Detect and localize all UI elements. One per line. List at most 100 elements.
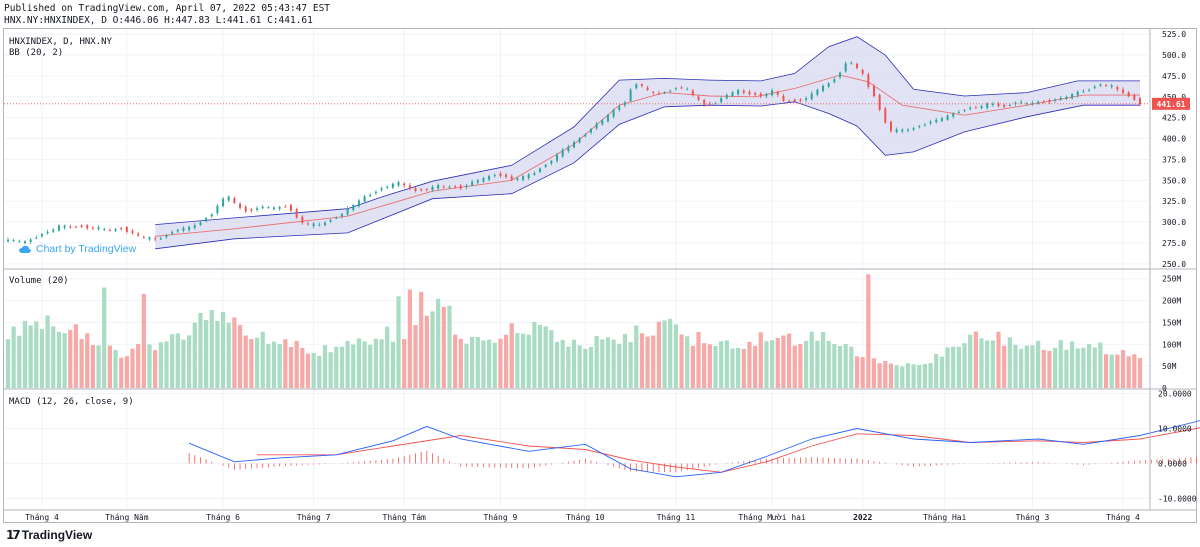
- candle-body: [822, 85, 825, 92]
- volume-bar: [775, 337, 780, 388]
- volume-bar: [543, 326, 548, 388]
- volume-bar: [1007, 337, 1012, 388]
- volume-bar: [515, 332, 520, 388]
- candle-body: [442, 186, 445, 188]
- bb-fill: [155, 36, 1140, 249]
- volume-bar: [62, 333, 67, 388]
- volume-bar: [798, 344, 803, 388]
- volume-bar: [645, 336, 650, 388]
- candle-body: [731, 92, 734, 96]
- candle-body: [329, 219, 332, 222]
- volume-bar: [187, 335, 192, 388]
- footer-bar: 𝟭𝟳 TradingView: [0, 525, 1200, 547]
- volume-bar: [741, 348, 746, 388]
- candle-body: [901, 129, 904, 132]
- cloud-icon: [19, 245, 31, 253]
- candle-body: [833, 79, 836, 83]
- price-tick-label: 275.0: [1162, 239, 1186, 248]
- volume-bar: [243, 335, 248, 388]
- volume-bar: [305, 353, 311, 388]
- candle-body: [471, 181, 474, 186]
- volume-bar: [402, 339, 407, 388]
- volume-bar: [900, 366, 905, 388]
- candle-body: [1025, 103, 1028, 105]
- volume-bar: [594, 336, 599, 388]
- volume-tick-label: 100M: [1162, 340, 1181, 349]
- volume-bar: [311, 353, 316, 388]
- volume-bar: [928, 363, 933, 388]
- ohlc-header: HNX.NY:HNXINDEX, D O:446.06 H:447.83 L:4…: [4, 15, 313, 26]
- volume-bar: [503, 334, 509, 388]
- volume-pane-title: Volume (20): [9, 276, 69, 286]
- candle-body: [380, 188, 383, 191]
- candle-body: [895, 129, 898, 133]
- candle-body: [742, 90, 745, 93]
- candle-body: [176, 229, 179, 232]
- candle-body: [522, 176, 525, 180]
- x-tick-label: Tháng Hai: [923, 513, 967, 522]
- candle-body: [256, 208, 259, 210]
- volume-bar: [407, 289, 412, 388]
- volume-bar: [803, 340, 809, 388]
- candle-body: [997, 103, 1000, 107]
- candle-body: [748, 91, 751, 95]
- volume-bar: [685, 336, 690, 388]
- candle-body: [142, 236, 145, 238]
- candle-body: [239, 203, 242, 208]
- candle-body: [91, 227, 94, 229]
- candle-body: [923, 124, 926, 126]
- volume-bar: [990, 340, 995, 388]
- volume-bar: [249, 339, 254, 388]
- candle-body: [584, 134, 587, 137]
- candle-body: [861, 69, 864, 74]
- candle-body: [1122, 89, 1125, 94]
- volume-tick-label: 0: [1162, 384, 1167, 393]
- candle-body: [578, 138, 581, 143]
- volume-bar: [577, 345, 582, 388]
- volume-bar: [317, 355, 322, 388]
- volume-bar: [611, 339, 616, 388]
- volume-bar: [175, 333, 180, 388]
- candle-body: [165, 235, 168, 238]
- volume-bar: [226, 322, 231, 388]
- volume-bar: [147, 344, 152, 388]
- volume-bar: [107, 345, 112, 388]
- candle-body: [516, 178, 519, 181]
- candle-body: [114, 229, 117, 231]
- x-tick-label: Tháng 11: [657, 513, 696, 522]
- candle-body: [669, 90, 672, 92]
- volume-bar: [192, 322, 197, 388]
- candle-body: [1008, 105, 1011, 107]
- price-tick-label: 525.0: [1162, 30, 1186, 39]
- volume-bar: [1058, 340, 1063, 388]
- volume-bar: [1081, 347, 1086, 388]
- candle-body: [1127, 92, 1130, 97]
- candle-body: [1110, 85, 1113, 88]
- volume-bar: [441, 306, 446, 388]
- candle-body: [312, 223, 315, 227]
- volume-bar: [11, 326, 16, 388]
- volume-bar: [1030, 345, 1035, 388]
- candle-body: [148, 237, 151, 240]
- volume-bar: [362, 341, 367, 388]
- price-tick-label: 250.0: [1162, 260, 1186, 269]
- volume-bar: [809, 331, 814, 388]
- candle-body: [403, 183, 406, 186]
- candle-body: [533, 173, 536, 175]
- volume-bar: [379, 339, 384, 388]
- volume-bar: [1109, 354, 1114, 388]
- candle-body: [918, 126, 921, 128]
- volume-bar: [628, 342, 633, 388]
- volume-bar: [136, 344, 141, 388]
- volume-bar: [413, 324, 418, 388]
- candle-body: [839, 72, 842, 78]
- candle-body: [7, 239, 9, 242]
- candle-body: [1088, 89, 1091, 91]
- candle-body: [284, 206, 287, 208]
- volume-bar: [894, 365, 899, 388]
- volume-bar: [571, 339, 577, 388]
- volume-bar: [475, 336, 480, 388]
- candle-body: [493, 175, 496, 177]
- tradingview-logo[interactable]: 𝟭𝟳 TradingView: [6, 528, 92, 542]
